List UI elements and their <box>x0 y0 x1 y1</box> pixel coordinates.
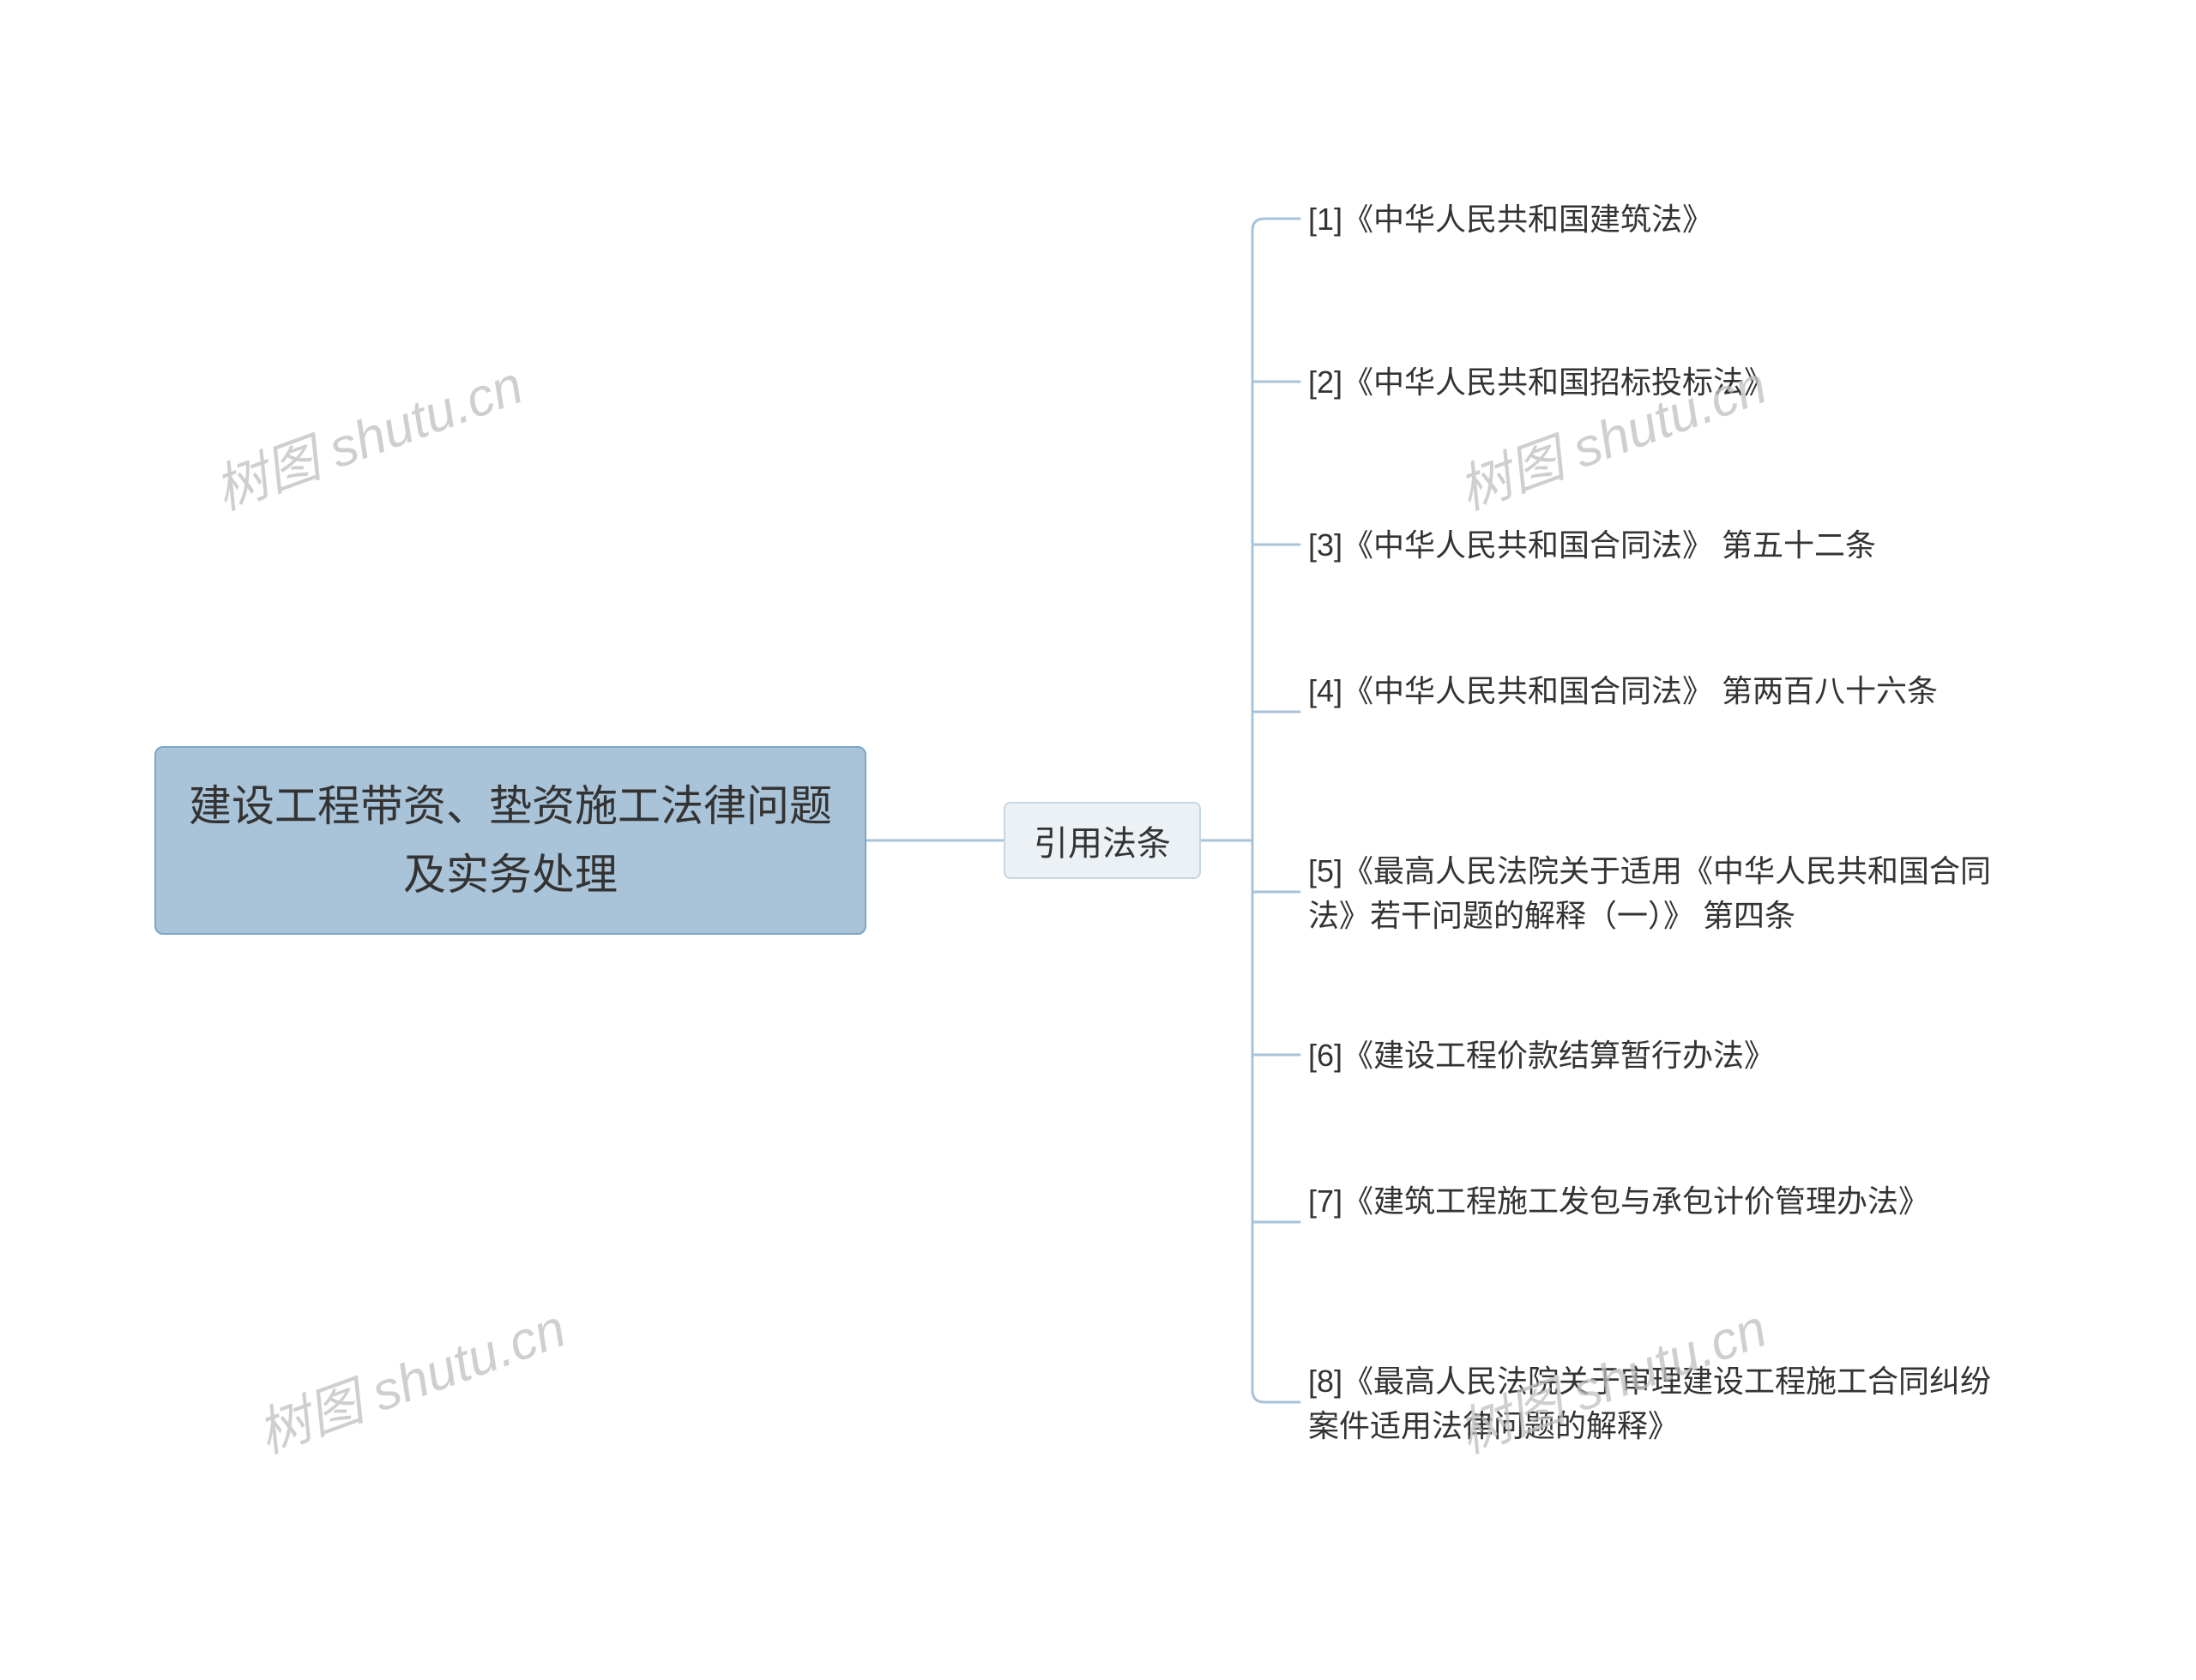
leaf-label: [5]《最高人民法院关于适用《中华人民共和国合同法》若干问题的解释（一）》 第四… <box>1308 849 2012 938</box>
leaf-node: [7]《建筑工程施工发包与承包计价管理办法》 <box>1308 1179 2012 1265</box>
root-label: 建设工程带资、垫资施工法律问题及实务处理 <box>182 772 839 909</box>
leaf-label: [3]《中华人民共和国合同法》 第五十二条 <box>1308 523 1876 568</box>
leaf-node: [3]《中华人民共和国合同法》 第五十二条 <box>1308 523 2012 568</box>
watermark: 树图 shutu.cn <box>245 1285 575 1467</box>
leaf-node: [4]《中华人民共和国合同法》 第两百八十六条 <box>1308 669 2012 755</box>
leaf-label: [8]《最高人民法院关于审理建设工程施工合同纠纷案件适用法律问题的解释》 <box>1308 1359 2012 1448</box>
leaf-label: [4]《中华人民共和国合同法》 第两百八十六条 <box>1308 669 1938 714</box>
watermark: 树图 shutu.cn <box>202 341 532 524</box>
mid-label: 引用法条 <box>1034 816 1171 865</box>
leaf-label: [6]《建设工程价款结算暂行办法》 <box>1308 1033 1775 1078</box>
leaf-label: [2]《中华人民共和国招标投标法》 <box>1308 360 1775 405</box>
mid-node: 引用法条 <box>1004 802 1201 879</box>
leaf-node: [1]《中华人民共和国建筑法》 <box>1308 197 2012 242</box>
leaf-label: [1]《中华人民共和国建筑法》 <box>1308 197 1713 242</box>
leaf-node: [6]《建设工程价款结算暂行办法》 <box>1308 1033 2012 1078</box>
leaf-node: [2]《中华人民共和国招标投标法》 <box>1308 360 2012 405</box>
leaf-node: [8]《最高人民法院关于审理建设工程施工合同纠纷案件适用法律问题的解释》 <box>1308 1359 2012 1448</box>
root-node: 建设工程带资、垫资施工法律问题及实务处理 <box>154 746 866 935</box>
leaf-label: [7]《建筑工程施工发包与承包计价管理办法》 <box>1308 1179 1929 1224</box>
leaf-node: [5]《最高人民法院关于适用《中华人民共和国合同法》若干问题的解释（一）》 第四… <box>1308 849 2012 938</box>
